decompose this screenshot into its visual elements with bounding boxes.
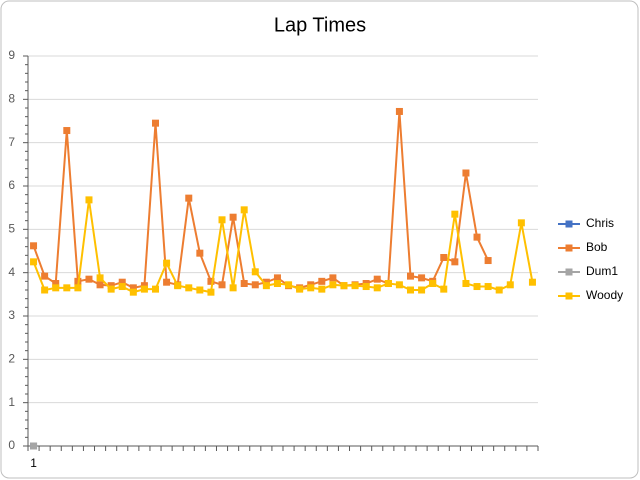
series-line: [32, 199, 534, 294]
point: [373, 284, 381, 292]
point: [484, 257, 492, 265]
point: [307, 284, 315, 292]
point: [163, 259, 171, 267]
legend-marker: [565, 244, 573, 252]
point: [407, 272, 414, 280]
point: [418, 286, 426, 294]
point: [218, 216, 226, 224]
point: [163, 278, 171, 286]
point: [30, 258, 38, 266]
point: [418, 274, 426, 282]
point: [196, 249, 204, 257]
point: [96, 281, 104, 289]
point: [473, 283, 481, 291]
legend-label: Chris: [586, 216, 614, 230]
point: [207, 277, 215, 285]
point: [129, 284, 137, 292]
legend-marker: [565, 268, 573, 276]
point: [351, 282, 359, 290]
point: [118, 278, 126, 286]
point: [296, 285, 304, 293]
point: [152, 285, 159, 293]
point: [30, 442, 38, 450]
point: [407, 286, 414, 294]
point: [41, 272, 49, 280]
point: [506, 281, 514, 289]
point: [285, 281, 293, 289]
point: [229, 284, 237, 292]
point: [329, 274, 337, 282]
point: [373, 275, 381, 283]
y-tick-label: 9: [8, 48, 15, 62]
point: [240, 206, 248, 214]
point: [340, 282, 348, 290]
point: [129, 288, 137, 296]
legend-label: Woody: [586, 288, 623, 302]
point: [96, 274, 104, 282]
x-tick-label: 1: [30, 456, 37, 470]
point: [517, 219, 525, 227]
point: [362, 283, 370, 291]
point: [41, 286, 49, 294]
point: [218, 281, 226, 289]
point: [395, 107, 403, 115]
point: [329, 281, 337, 289]
legend-marker: [565, 292, 573, 300]
point: [196, 286, 204, 294]
point: [440, 285, 448, 293]
point: [207, 288, 215, 296]
point: [451, 258, 459, 266]
y-tick-label: 3: [8, 308, 15, 322]
point: [85, 275, 93, 283]
point: [451, 210, 459, 218]
point: [229, 213, 237, 221]
point: [440, 254, 448, 261]
legend-label: Bob: [586, 240, 608, 254]
y-tick-label: 0: [8, 438, 15, 452]
point: [384, 280, 392, 287]
point: [74, 284, 82, 292]
y-tick-label: 8: [8, 92, 15, 106]
point: [484, 283, 492, 291]
point: [30, 242, 38, 250]
y-tick-label: 5: [8, 222, 15, 236]
y-tick-label: 2: [8, 352, 15, 366]
y-tick-label: 1: [8, 395, 15, 409]
point: [462, 169, 470, 177]
y-tick-label: 6: [8, 178, 15, 192]
point: [52, 280, 60, 287]
point: [240, 280, 248, 287]
point: [473, 233, 481, 241]
point: [152, 119, 159, 127]
point: [185, 194, 193, 202]
chart-title: Lap Times: [274, 14, 366, 36]
y-tick-label: 4: [8, 265, 15, 279]
y-tick-label: 7: [8, 135, 15, 149]
point: [185, 284, 193, 292]
point: [318, 285, 326, 293]
point: [462, 280, 470, 287]
point: [52, 284, 60, 292]
point: [251, 281, 259, 289]
point: [273, 280, 281, 287]
point: [262, 282, 270, 290]
point: [528, 278, 536, 286]
point: [118, 283, 126, 291]
point: [107, 285, 115, 293]
legend-label: Dum1: [586, 264, 618, 278]
point: [63, 127, 71, 135]
point: [495, 286, 503, 294]
legend-marker: [565, 220, 573, 228]
point: [63, 284, 71, 292]
point: [395, 281, 403, 289]
point: [429, 280, 437, 287]
point: [140, 285, 148, 293]
point: [174, 282, 182, 290]
point: [318, 277, 326, 285]
point: [85, 196, 93, 204]
point: [273, 274, 281, 282]
point: [251, 268, 259, 276]
